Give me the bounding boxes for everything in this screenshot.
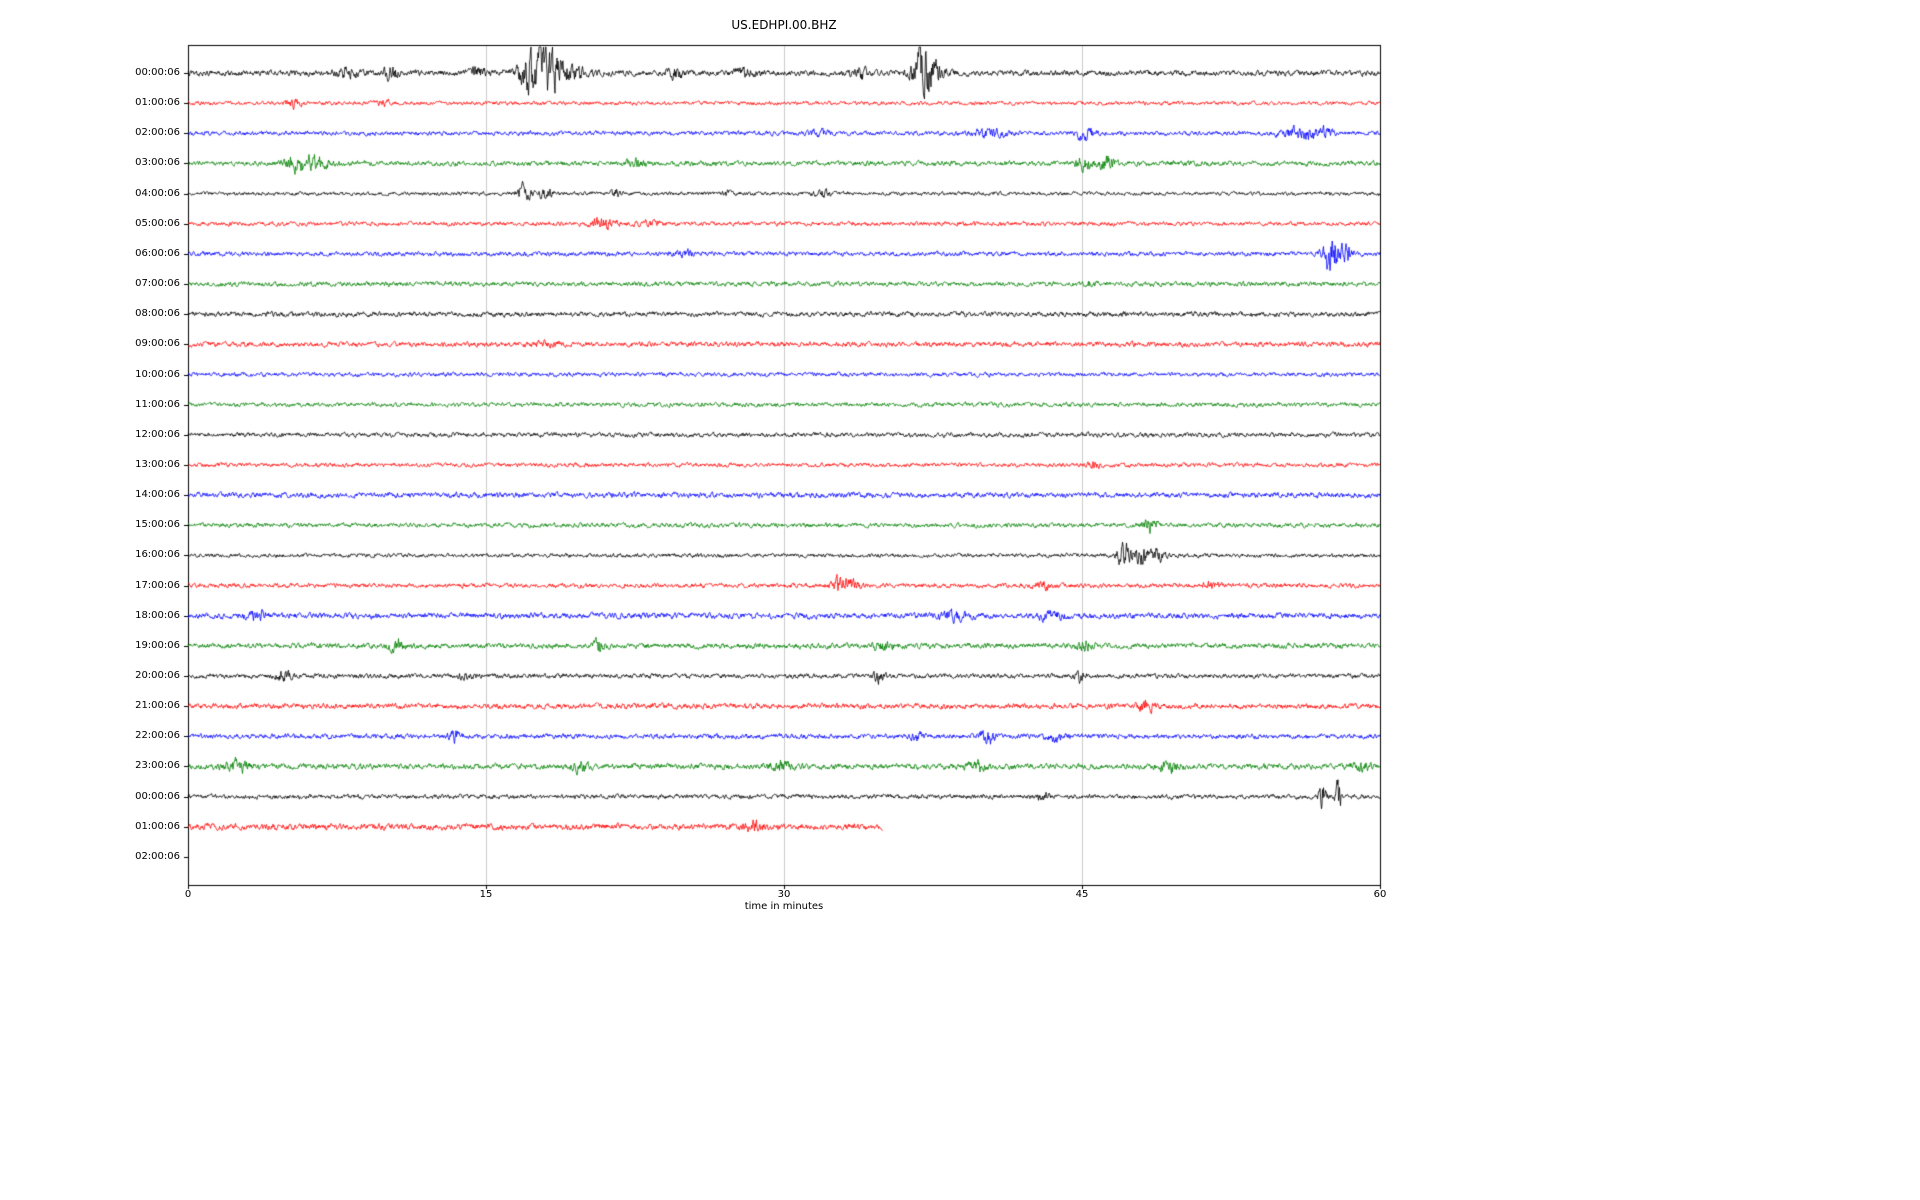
y-tick-label: 17:00:06 (135, 579, 180, 591)
y-tick-label: 23:00:06 (135, 760, 180, 772)
y-tick-label: 12:00:06 (135, 428, 180, 440)
y-tick-label: 02:00:06 (135, 850, 180, 862)
y-tick-label: 20:00:06 (135, 670, 180, 681)
y-tick-label: 22:00:06 (135, 730, 180, 742)
y-tick-label: 00:00:06 (135, 67, 180, 78)
y-tick-label: 05:00:06 (135, 217, 180, 229)
y-tick-label: 16:00:06 (135, 549, 180, 561)
y-tick-label: 10:00:06 (135, 368, 180, 380)
x-tick-label: 15 (479, 889, 493, 900)
y-tick-label: 01:00:06 (135, 820, 180, 832)
x-axis-title: time in minutes (744, 901, 824, 912)
y-tick-label: 01:00:06 (135, 97, 180, 109)
y-tick-label: 08:00:06 (135, 308, 180, 320)
y-tick-label: 03:00:06 (135, 157, 180, 169)
y-tick-label: 07:00:06 (135, 278, 180, 290)
chart-title: US.EDHPI.00.BHZ (731, 18, 837, 32)
x-tick-label: 0 (184, 889, 192, 900)
y-tick-label: 11:00:06 (135, 398, 180, 410)
y-tick-label: 15:00:06 (135, 519, 180, 531)
y-tick-label: 14:00:06 (135, 489, 180, 501)
y-tick-label: 06:00:06 (135, 247, 180, 259)
y-tick-label: 04:00:06 (135, 187, 180, 199)
y-tick-label: 21:00:06 (135, 700, 180, 712)
y-tick-label: 00:00:06 (135, 790, 180, 802)
x-tick-label: 45 (1075, 889, 1089, 900)
y-tick-label: 18:00:06 (135, 609, 180, 621)
x-tick-label: 30 (777, 889, 791, 900)
y-tick-label: 02:00:06 (135, 127, 180, 139)
y-tick-label: 09:00:06 (135, 338, 180, 350)
y-tick-label: 13:00:06 (135, 458, 180, 470)
x-tick-label: 60 (1373, 889, 1387, 900)
y-tick-label: 19:00:06 (135, 639, 180, 651)
